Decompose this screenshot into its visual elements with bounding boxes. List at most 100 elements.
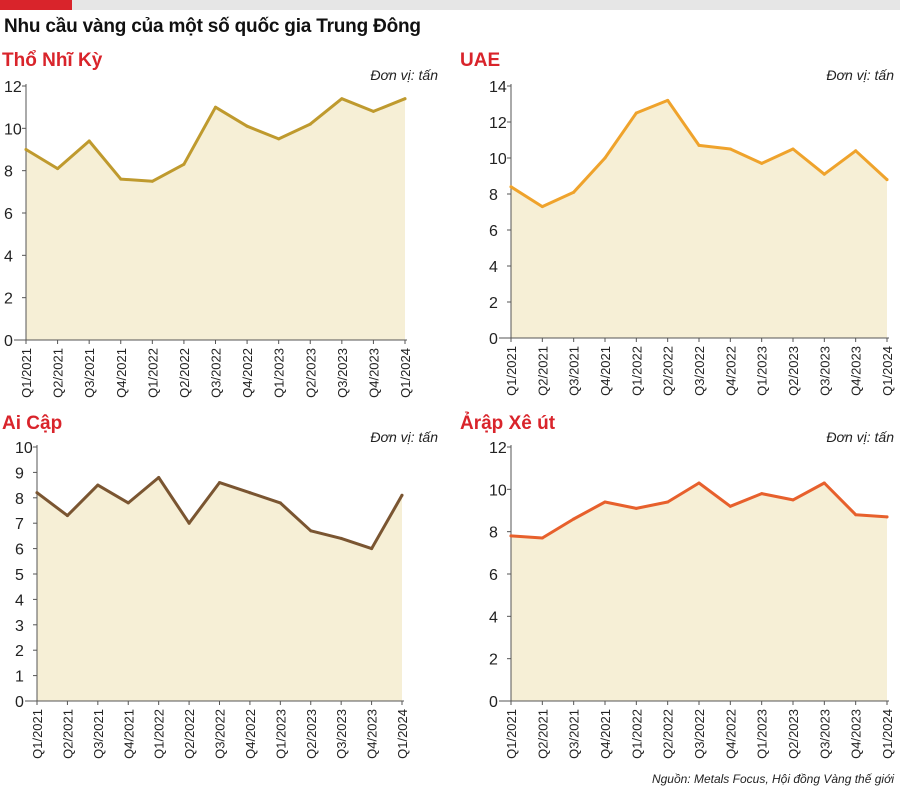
x-tick-label: Q1/2024 [880,346,895,396]
x-tick-label: Q3/2021 [91,709,106,759]
chart-title: UAE [460,50,500,71]
y-tick-label: 6 [489,223,498,240]
chart-title: Ảrập Xê út [460,412,556,434]
y-tick-label: 2 [4,291,13,308]
data-point [308,122,312,126]
data-point [245,124,249,128]
y-tick-label: 6 [489,567,498,584]
area-fill [511,100,887,339]
x-tick-label: Q4/2023 [366,348,381,398]
x-tick-label: Q2/2023 [786,709,801,759]
data-point [56,167,60,171]
x-tick-label: Q3/2022 [209,348,224,398]
y-tick-label: 10 [489,151,507,168]
chart-panel-3: Ai Cập Đơn vị: tấn 0 1 2 3 4 5 6 7 8 9 10 Q1/2021 Q2/2… [2,413,438,759]
data-point [791,498,795,502]
data-point [278,501,282,505]
x-tick-label: Q1/2021 [504,346,519,396]
x-tick-label: Q3/2022 [692,709,707,759]
data-point [885,178,889,182]
y-tick-label: 12 [489,440,507,457]
y-tick-label: 10 [4,121,22,138]
x-tick-label: Q1/2022 [152,709,167,759]
x-tick-label: Q4/2021 [114,348,129,398]
data-point [885,515,889,519]
x-tick-label: Q2/2022 [177,348,192,398]
chart-title: Thổ Nhĩ Kỳ [2,50,103,71]
y-tick-label: 0 [4,333,13,350]
main-title: Nhu cầu vàng của một số quốc gia Trung Đ… [4,16,421,37]
chart-panel-1: Thổ Nhĩ Kỳ Đơn vị: tấn 0 2 4 6 8 10 12 Q1/2021 Q2/… [2,50,438,398]
x-tick-label: Q3/2022 [692,346,707,396]
data-point [182,162,186,166]
data-point [150,179,154,183]
data-point [822,481,826,485]
x-tick-label: Q2/2022 [661,346,676,396]
y-tick-label: 5 [15,567,24,584]
x-tick-label: Q1/2024 [398,348,413,398]
data-point [728,504,732,508]
x-tick-label: Q3/2023 [334,709,349,759]
x-tick-label: Q4/2022 [723,709,738,759]
y-tick-label: 4 [15,592,24,609]
x-tick-label: Q4/2021 [598,709,613,759]
y-tick-label: 3 [15,618,24,635]
data-point [854,149,858,153]
y-tick-label: 6 [4,206,13,223]
data-point [603,156,607,160]
data-point [603,500,607,504]
y-tick-label: 8 [489,525,498,542]
x-tick-label: Q4/2023 [849,346,864,396]
x-tick-label: Q1/2024 [880,709,895,759]
top-bar-accent [0,0,72,10]
data-point [697,143,701,147]
data-point [760,492,764,496]
data-point [339,536,343,540]
y-tick-label: 10 [15,440,33,457]
y-tick-label: 0 [15,694,24,711]
x-tick-label: Q2/2021 [535,346,550,396]
x-tick-label: Q1/2024 [395,709,410,759]
data-point [822,172,826,176]
data-point [634,111,638,115]
x-tick-label: Q1/2022 [145,348,160,398]
y-tick-label: 1 [15,669,24,686]
chart-panel-2: UAE Đơn vị: tấn 0 2 4 6 8 10 12 14 Q1/2021 Q2/2021 Q… [460,50,895,396]
data-point [791,147,795,151]
data-point [572,517,576,521]
data-point [697,481,701,485]
data-point [509,534,513,538]
data-point [728,147,732,151]
data-point [340,97,344,101]
unit-label: Đơn vị: tấn [826,67,894,83]
x-tick-label: Q1/2021 [30,709,45,759]
x-tick-label: Q2/2021 [51,348,66,398]
y-tick-label: 2 [489,295,498,312]
data-point [126,501,130,505]
area-fill [26,98,405,340]
y-tick-label: 2 [489,652,498,669]
data-point [65,514,69,518]
y-tick-label: 8 [15,491,24,508]
data-point [370,547,374,551]
x-tick-label: Q1/2023 [273,709,288,759]
data-point [403,97,407,101]
data-point [218,481,221,485]
data-point [572,190,576,194]
y-tick-label: 0 [489,331,498,348]
data-point [35,491,39,495]
top-bar [0,0,900,10]
data-point [666,98,670,102]
x-tick-label: Q1/2023 [755,346,770,396]
data-point [24,148,28,151]
y-tick-label: 9 [15,465,24,482]
data-point [760,161,764,165]
x-tick-label: Q2/2023 [786,346,801,396]
x-tick-label: Q3/2023 [817,346,832,396]
x-tick-label: Q2/2021 [535,709,550,759]
x-tick-label: Q4/2021 [121,709,136,759]
y-tick-label: 7 [15,516,24,533]
data-point [400,493,404,497]
data-point [309,529,313,533]
area-fill [37,477,402,701]
